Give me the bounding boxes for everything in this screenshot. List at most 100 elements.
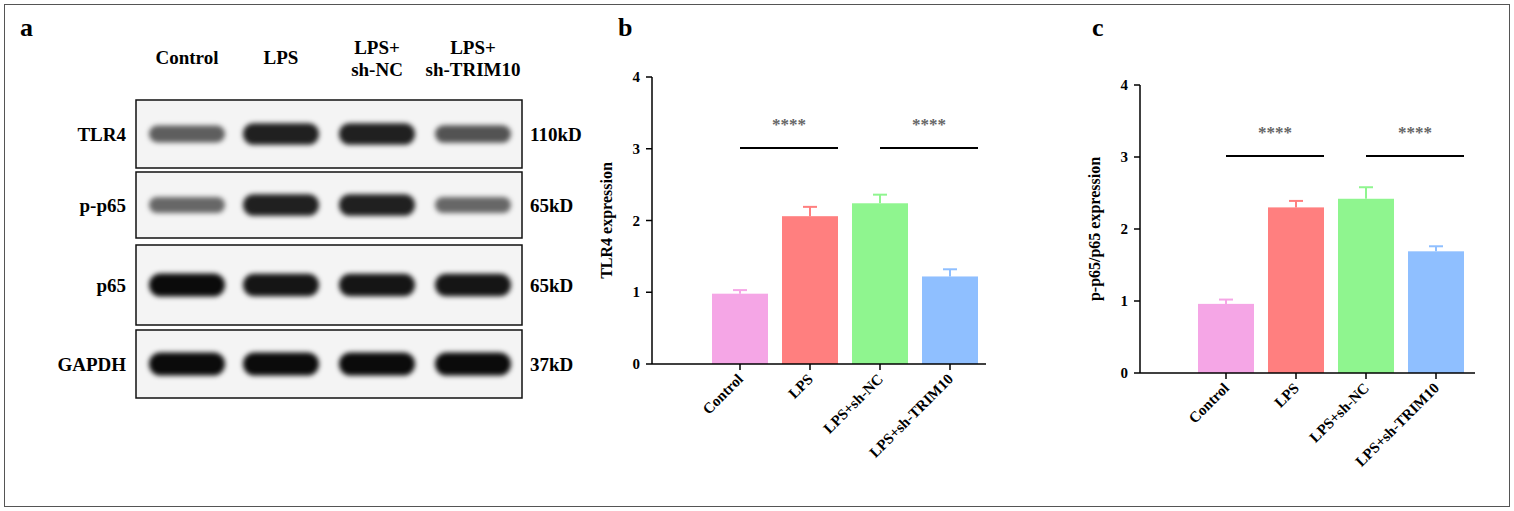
y-axis-label: TLR4 expression <box>598 162 616 279</box>
error-cap <box>1359 186 1373 188</box>
y-tick <box>1134 228 1140 230</box>
band <box>243 352 319 375</box>
error-bar <box>733 290 747 294</box>
y-tick-label: 2 <box>1121 221 1129 237</box>
bars <box>712 195 978 364</box>
bar-chart: b01234ControlLPSLPS+sh-NCLPS+sh-TRIM10TL… <box>598 13 986 461</box>
protein-label: p-p65 <box>80 195 126 216</box>
panel-label: b <box>618 13 632 42</box>
significance-label: **** <box>1258 123 1292 142</box>
bar <box>1408 251 1464 373</box>
lane-label: LPS+sh-TRIM10 <box>425 37 520 80</box>
x-tick-label: Control <box>1186 380 1232 426</box>
y-axis-label: p-p65/p65 expression <box>1086 157 1104 301</box>
band <box>243 123 319 145</box>
band <box>149 197 225 213</box>
error-bar <box>1359 187 1373 199</box>
x-tick-label: LPS+sh-NC <box>820 371 886 437</box>
y-tick <box>646 363 652 365</box>
error-cap <box>733 289 747 291</box>
error-stem <box>949 269 951 276</box>
y-tick <box>646 76 652 78</box>
x-tick <box>1365 373 1367 379</box>
figure-frame <box>5 5 1510 507</box>
size-label: 37kD <box>530 354 573 375</box>
band <box>243 194 319 216</box>
blot-row: GAPDH 37kD <box>57 330 573 398</box>
y-tick <box>646 220 652 222</box>
error-bar <box>1429 246 1443 251</box>
band <box>435 125 511 143</box>
significance-line <box>740 147 838 149</box>
x-tick <box>1435 373 1437 379</box>
lane-label-line: sh-TRIM10 <box>425 59 520 80</box>
panel-label: c <box>1092 13 1104 42</box>
error-stem <box>879 195 881 204</box>
band <box>149 273 225 296</box>
error-cap <box>943 268 957 270</box>
x-tick-label: LPS+sh-TRIM10 <box>1352 380 1442 470</box>
y-tick-label: 4 <box>1121 77 1129 93</box>
x-tick <box>809 364 811 370</box>
x-tick <box>879 364 881 370</box>
blot-box <box>136 330 522 398</box>
y-tick <box>1134 300 1140 302</box>
lane-label-line: sh-NC <box>351 59 403 80</box>
size-label: 65kD <box>530 195 573 216</box>
lane-label-line: Control <box>156 47 219 68</box>
bar <box>852 203 908 364</box>
bar <box>782 216 838 364</box>
band <box>149 126 225 143</box>
lane-label: Control <box>156 47 219 68</box>
protein-label: p65 <box>96 275 126 296</box>
y-tick-label: 1 <box>633 284 641 300</box>
band <box>339 123 415 145</box>
bar <box>712 294 768 364</box>
error-cap <box>1429 245 1443 247</box>
y-tick-label: 2 <box>633 213 641 229</box>
bar-chart: c 0 1 2 3 4 Control LPSLPS+sh-NCLPS+sh-TRIM10 p-… <box>1086 13 1475 470</box>
x-tick <box>1225 373 1227 379</box>
bar <box>1198 304 1254 373</box>
blot-row: p65 65kD <box>96 245 573 325</box>
error-cap <box>1219 299 1233 301</box>
y-tick-label: 0 <box>633 356 641 372</box>
bar <box>922 276 978 364</box>
error-bar <box>803 207 817 216</box>
x-tick-label: LPS <box>1271 380 1302 411</box>
lane-label-line: LPS+ <box>354 37 400 58</box>
band <box>435 197 511 213</box>
y-tick-label: 4 <box>633 69 641 85</box>
y-tick <box>1134 372 1140 374</box>
band <box>339 352 415 375</box>
bars <box>1198 187 1464 373</box>
band <box>435 352 511 375</box>
bar <box>1268 207 1324 373</box>
error-cap <box>873 194 887 196</box>
error-stem <box>809 207 811 216</box>
protein-label: GAPDH <box>57 354 126 375</box>
x-tick-label: LPS+sh-TRIM10 <box>866 371 956 461</box>
y-tick <box>1134 156 1140 158</box>
band <box>149 352 225 375</box>
blot-box <box>136 100 522 168</box>
x-tick <box>1295 373 1297 379</box>
x-tick-label: LPS+sh-NC <box>1306 380 1372 446</box>
size-label: 65kD <box>530 275 573 296</box>
y-tick-label: 1 <box>1121 293 1129 309</box>
x-axis <box>1140 372 1475 374</box>
significance-line <box>1226 155 1324 157</box>
blot-row: p-p65 65kD <box>80 172 574 238</box>
bar <box>1338 199 1394 373</box>
error-bar <box>943 269 957 276</box>
error-cap <box>803 206 817 208</box>
band <box>339 194 415 216</box>
y-tick-label: 0 <box>1121 365 1129 381</box>
significance-label: **** <box>912 115 946 134</box>
y-tick <box>646 148 652 150</box>
band <box>243 274 319 296</box>
x-tick <box>739 364 741 370</box>
figure: aControlLPSLPS+sh-NCLPS+sh-TRIM10TLR4110… <box>0 0 1514 511</box>
y-tick <box>1134 84 1140 86</box>
y-tick-label: 3 <box>1121 149 1129 165</box>
